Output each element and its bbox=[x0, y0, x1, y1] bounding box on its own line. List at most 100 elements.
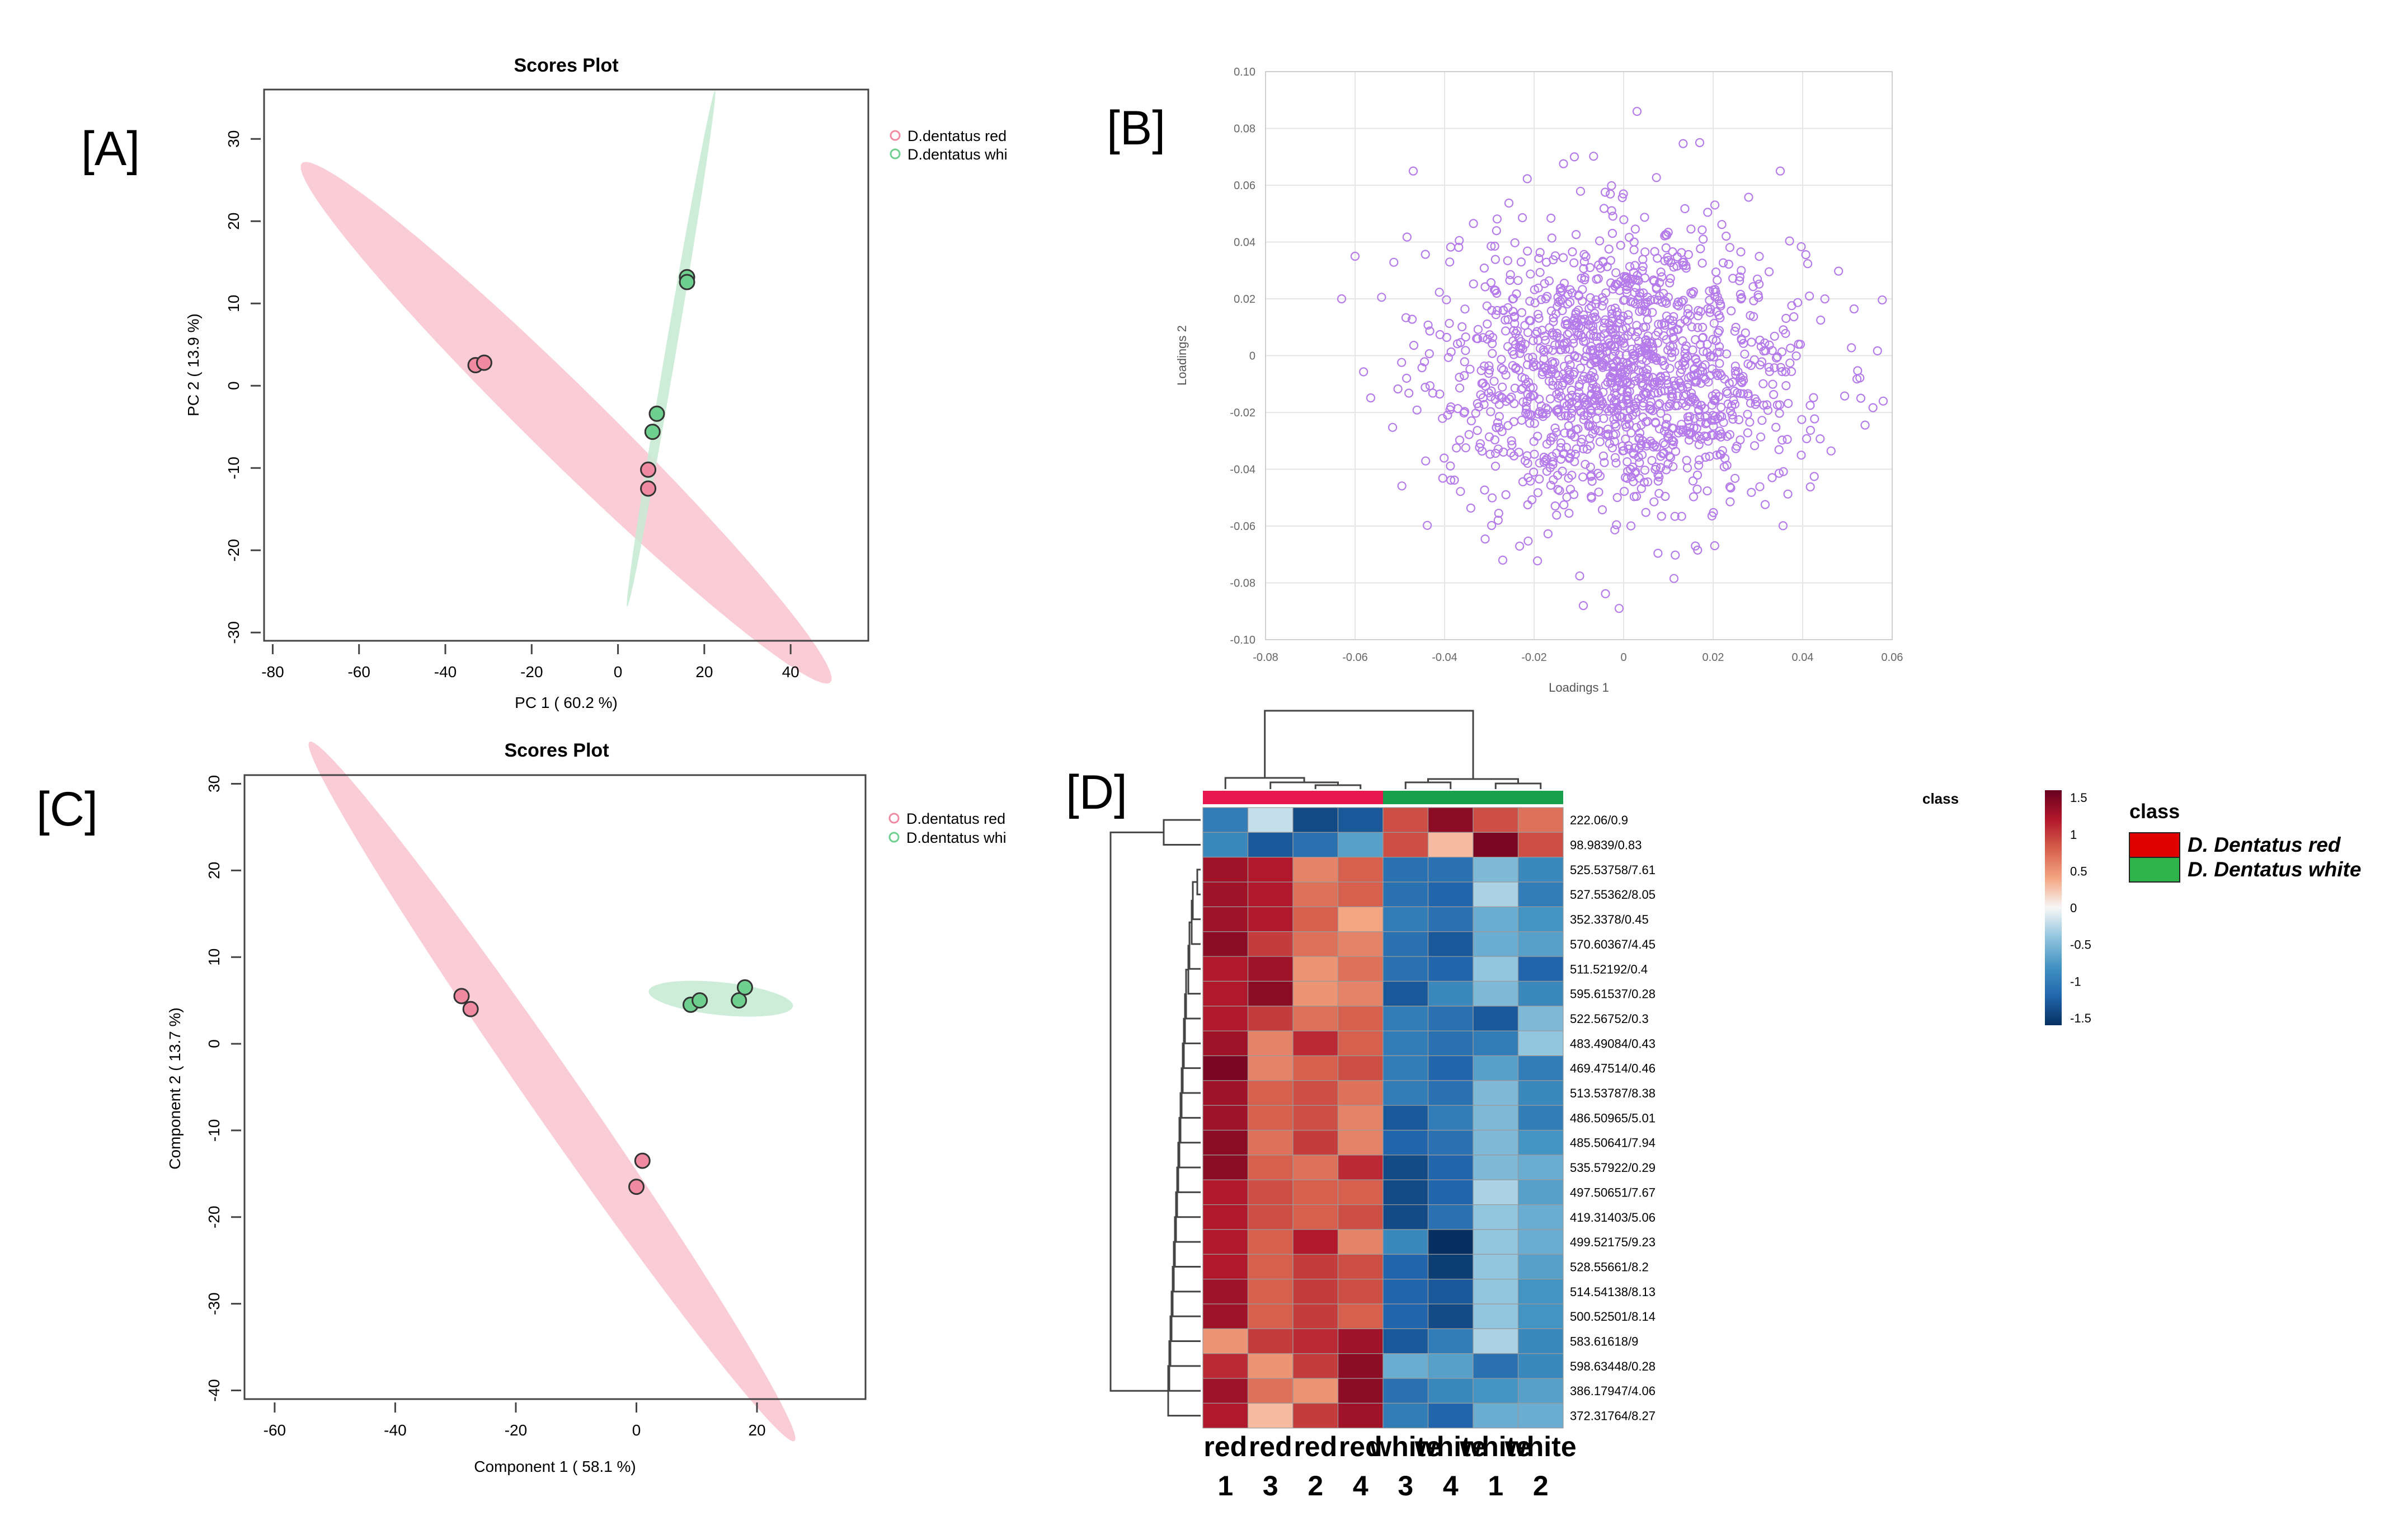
chart-b-point bbox=[1653, 295, 1662, 305]
chart-b-y-tick-label: 0.10 bbox=[1234, 66, 1255, 78]
chart-b-point bbox=[1672, 261, 1682, 271]
chart-b-point bbox=[1687, 393, 1697, 402]
chart-b-point bbox=[1540, 279, 1549, 288]
chart-b-point bbox=[1456, 487, 1465, 496]
chart-b-point bbox=[1442, 295, 1451, 304]
chart-b-point bbox=[1737, 293, 1747, 303]
chart-b-point bbox=[1535, 474, 1544, 484]
chart-b-point bbox=[1549, 433, 1558, 442]
chart-b-x-tick-label: -0.06 bbox=[1342, 651, 1368, 664]
chart-b-point bbox=[1493, 444, 1503, 454]
chart-b-point bbox=[1551, 428, 1561, 437]
chart-b-point bbox=[1445, 318, 1454, 329]
chart-b-point bbox=[1628, 410, 1637, 420]
chart-b-point bbox=[1492, 226, 1501, 236]
chart-b-point bbox=[1708, 411, 1718, 420]
heatmap-cell bbox=[1427, 1105, 1474, 1131]
heatmap-col-label-number: 1 bbox=[1488, 1470, 1503, 1502]
heatmap-col-label-number: 4 bbox=[1353, 1470, 1368, 1502]
chart-b-point bbox=[1476, 366, 1486, 376]
heatmap-cell bbox=[1517, 906, 1564, 932]
chart-b-point bbox=[1536, 361, 1546, 370]
heatmap-cell bbox=[1247, 1055, 1294, 1081]
chart-b-point bbox=[1610, 388, 1619, 398]
chart-b-point bbox=[1540, 331, 1549, 341]
chart-b-point bbox=[1786, 367, 1796, 377]
chart-b-point bbox=[1549, 255, 1558, 265]
chart-b-point bbox=[1638, 373, 1648, 383]
heatmap-row-label: 98.9839/0.83 bbox=[1570, 838, 1642, 852]
chart-b-point bbox=[1483, 334, 1492, 344]
chart-b-point bbox=[1702, 486, 1712, 496]
chart-b-point bbox=[1484, 361, 1494, 370]
chart-b-point bbox=[1593, 274, 1603, 284]
chart-b-point bbox=[1722, 231, 1731, 241]
chart-b-point bbox=[1650, 464, 1660, 474]
chart-b-point bbox=[1772, 400, 1782, 410]
chart-b-point bbox=[1558, 381, 1567, 390]
chart-b-point bbox=[1727, 410, 1737, 420]
chart-b-point bbox=[1748, 282, 1758, 292]
chart-b-point bbox=[1388, 423, 1398, 432]
heatmap-cell bbox=[1382, 931, 1429, 957]
chart-b-point bbox=[1597, 505, 1607, 515]
color-scale-tick-label: 1 bbox=[2070, 828, 2077, 842]
chart-b-point bbox=[1631, 491, 1642, 501]
chart-c-legend-green: D.dentatus whi bbox=[906, 829, 1007, 846]
chart-b-point bbox=[1689, 492, 1699, 501]
chart-b-point bbox=[1558, 306, 1567, 316]
chart-b-point bbox=[1714, 311, 1724, 320]
chart-b-point bbox=[1648, 379, 1657, 388]
chart-b-point bbox=[1567, 391, 1577, 400]
chart-b-point bbox=[1641, 336, 1650, 345]
heatmap-cell bbox=[1382, 1279, 1429, 1305]
heatmap-row-label: 386.17947/4.06 bbox=[1570, 1384, 1656, 1398]
chart-b-point bbox=[1736, 247, 1746, 257]
chart-b-point bbox=[1588, 321, 1598, 331]
chart-b-point bbox=[1666, 274, 1675, 283]
chart-b-point bbox=[1666, 453, 1676, 462]
chart-b-point bbox=[1696, 434, 1706, 444]
chart-c-point-white-4 bbox=[736, 979, 753, 996]
chart-b-point bbox=[1492, 288, 1502, 298]
heatmap-cell bbox=[1473, 857, 1519, 883]
chart-b-point bbox=[1409, 340, 1419, 350]
chart-b-point bbox=[1377, 293, 1386, 302]
heatmap-cell bbox=[1427, 956, 1474, 982]
heatmap-cell bbox=[1517, 980, 1564, 1007]
heatmap-cell bbox=[1247, 1303, 1294, 1329]
chart-b-point bbox=[1515, 349, 1525, 358]
chart-b-point bbox=[1606, 256, 1615, 265]
chart-b-point bbox=[1737, 377, 1746, 387]
chart-b-point bbox=[1553, 485, 1563, 494]
heatmap-col-label-number: 3 bbox=[1263, 1470, 1278, 1502]
chart-b-point bbox=[1497, 364, 1506, 373]
chart-b-point bbox=[1710, 415, 1719, 425]
chart-b-point bbox=[1435, 288, 1444, 297]
chart-b-point bbox=[1645, 404, 1654, 414]
chart-b-point bbox=[1530, 419, 1539, 428]
chart-b-point bbox=[1488, 339, 1497, 349]
chart-b-point bbox=[1477, 378, 1487, 388]
chart-b-point bbox=[1765, 267, 1774, 276]
heatmap-cell bbox=[1427, 832, 1474, 858]
chart-b-point bbox=[1552, 510, 1562, 520]
heatmap-cell bbox=[1337, 906, 1384, 932]
heatmap-col-label-group: white bbox=[1369, 1431, 1441, 1462]
heatmap-row-label: 583.61618/9 bbox=[1570, 1335, 1638, 1349]
chart-b-point bbox=[1655, 398, 1664, 409]
heatmap-cell bbox=[1382, 1229, 1429, 1255]
chart-b-point bbox=[1669, 326, 1678, 336]
heatmap-col-label-group: white bbox=[1414, 1431, 1487, 1462]
chart-c-y-tick-label: -30 bbox=[205, 1292, 223, 1315]
chart-b-point bbox=[1803, 259, 1813, 269]
chart-b-point bbox=[1569, 367, 1579, 377]
chart-b-point bbox=[1548, 452, 1557, 461]
chart-b-y-tick-label: 0.08 bbox=[1234, 123, 1255, 135]
chart-b-point bbox=[1661, 491, 1670, 501]
chart-b-point bbox=[1523, 246, 1532, 256]
chart-b-x-tick-label: -0.04 bbox=[1432, 651, 1457, 664]
chart-b-point bbox=[1626, 379, 1635, 390]
chart-b-point bbox=[1729, 396, 1738, 405]
chart-b-point bbox=[1856, 393, 1866, 403]
